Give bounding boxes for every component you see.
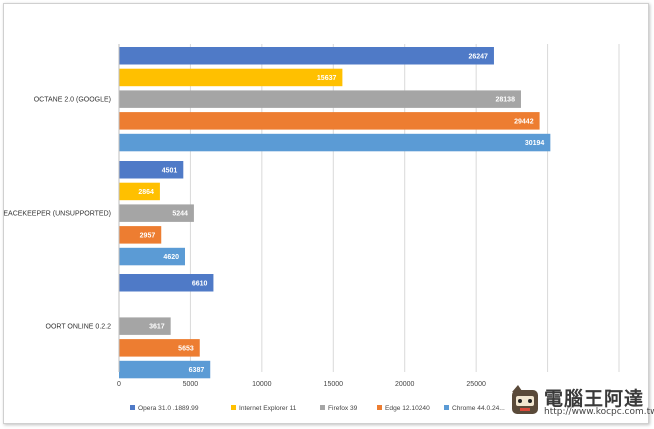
bar	[119, 247, 185, 266]
legend-swatch	[377, 405, 382, 410]
legend-swatch	[130, 405, 135, 410]
mascot-icon	[512, 385, 538, 414]
bar	[119, 112, 540, 130]
data-label: 6387	[189, 367, 205, 374]
bar	[119, 68, 343, 87]
x-tick-label: 15000	[324, 381, 344, 388]
bar	[119, 47, 494, 65]
bar	[119, 360, 211, 379]
data-label: 3617	[149, 324, 165, 331]
bar	[119, 90, 521, 108]
data-label: 30194	[525, 140, 545, 147]
bar	[119, 274, 214, 292]
category-label: OCTANE 2.0 (GOOGLE)	[34, 97, 111, 104]
data-label: 4501	[162, 167, 178, 174]
bar	[119, 339, 200, 357]
data-label: 5653	[178, 345, 194, 352]
x-tick-label: 20000	[395, 381, 415, 388]
legend-swatch	[231, 405, 236, 410]
data-label: 6610	[192, 280, 208, 287]
category-label: PEACEKEEPER (UNSUPPORTED)	[4, 211, 111, 218]
data-label: 2864	[138, 189, 154, 196]
data-label: 15637	[317, 75, 337, 82]
watermark-text: 電腦王阿達	[544, 388, 645, 410]
data-label: 28138	[496, 97, 516, 104]
x-tick-label: 0	[117, 381, 121, 388]
chart-frame: 0 5000 10000 15000 20000 25000 26247 15637 28138…	[3, 3, 654, 424]
legend-label: Edge 12.10240	[385, 405, 430, 412]
legend-label: Internet Explorer 11	[239, 405, 297, 412]
legend-label: Firefox 39	[328, 405, 358, 412]
bar	[119, 161, 184, 179]
watermark-url: http://www.kocpc.com.tw	[544, 407, 654, 417]
bar	[119, 133, 551, 152]
bar-chart: 0 5000 10000 15000 20000 25000 26247 15637 28138…	[4, 44, 620, 412]
legend-label: Chrome 44.0.24...	[452, 405, 505, 412]
data-label: 5244	[172, 211, 188, 218]
x-tick-label: 25000	[466, 381, 486, 388]
data-label: 29442	[514, 118, 534, 125]
data-label: 0	[124, 302, 128, 309]
bar	[119, 182, 160, 201]
bar	[119, 204, 194, 222]
legend-swatch	[320, 405, 325, 410]
data-label: 2957	[140, 232, 156, 239]
data-label: 26247	[468, 53, 488, 60]
bar	[119, 317, 171, 335]
x-tick-label: 5000	[183, 381, 199, 388]
legend-label: Opera 31.0 .1889.99	[138, 405, 199, 412]
legend-swatch	[444, 405, 449, 410]
bar	[119, 226, 162, 244]
data-label: 4620	[163, 254, 179, 261]
x-tick-label: 10000	[252, 381, 272, 388]
watermark: 電腦王阿達 http://www.kocpc.com.tw	[504, 382, 654, 422]
category-label: OORT ONLINE 0.2.2	[46, 324, 112, 331]
